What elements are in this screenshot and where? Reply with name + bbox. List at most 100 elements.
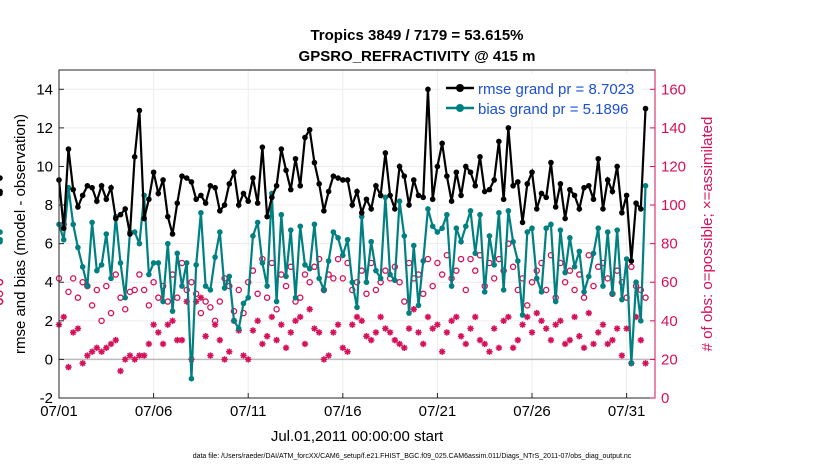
rmse-point (619, 209, 625, 216)
rmse-point (453, 169, 460, 176)
assimilated-obs-point (103, 344, 110, 352)
y-tick-label: -2 (40, 390, 53, 407)
y-tick-label: 12 (36, 120, 53, 137)
possible-obs-point (140, 286, 148, 294)
plot-background (59, 70, 655, 398)
assimilated-obs-point (642, 360, 649, 367)
rmse-point (108, 184, 114, 191)
rmse-point (340, 177, 346, 183)
bias-point (316, 275, 322, 282)
possible-obs-point (401, 298, 408, 305)
rmse-point (146, 196, 152, 203)
rmse-point (486, 186, 493, 193)
y-right-tick-label: 0 (661, 390, 669, 407)
y-right-tick-label: 100 (661, 197, 686, 214)
rmse-point (160, 177, 166, 183)
possible-obs-point (330, 275, 337, 282)
rmse-point (349, 202, 356, 208)
y-right-tick-label: 40 (661, 313, 678, 330)
bias-point (354, 304, 360, 311)
bias-point (212, 254, 218, 260)
rmse-point (330, 173, 337, 179)
assimilated-obs-point (98, 348, 105, 355)
rmse-point (533, 206, 540, 212)
possible-obs-point (339, 275, 347, 282)
bias-point (344, 236, 351, 243)
assimilated-obs-point (216, 336, 224, 344)
possible-obs-point (188, 278, 195, 286)
y-right-tick-label: 160 (661, 81, 686, 98)
rmse-point (84, 182, 91, 189)
possible-obs-point (628, 263, 635, 271)
rmse-point (439, 140, 445, 147)
assimilated-obs-point (386, 329, 394, 336)
y-tick-label: 8 (45, 197, 53, 214)
bias-point (273, 298, 280, 305)
possible-obs-point (65, 288, 72, 296)
rmse-point (188, 179, 195, 185)
legend-item-bias: bias grand pr = 5.1896 (446, 101, 629, 118)
bias-point (510, 238, 516, 245)
possible-obs-point (254, 290, 261, 298)
rmse-point (112, 215, 119, 222)
possible-obs-point (561, 278, 569, 286)
rmse-point (377, 192, 384, 199)
assimilated-obs-point (126, 352, 134, 359)
bias-point (567, 235, 573, 241)
assimilated-obs-point (136, 352, 143, 359)
assimilated-obs-point (330, 329, 337, 336)
assimilated-obs-point (448, 317, 455, 325)
assimilated-obs-point (410, 306, 417, 313)
assimilated-obs-point (367, 336, 375, 344)
rmse-point (131, 154, 138, 160)
x-axis: 07/01 07/06 07/11 07/16 07/21 07/26 07/31 (40, 393, 645, 420)
possible-obs-point (155, 294, 162, 301)
rmse-point (638, 206, 644, 212)
possible-obs-point (263, 294, 271, 301)
assimilated-obs-point (278, 321, 285, 328)
assimilated-obs-point (254, 317, 261, 325)
rmse-point (425, 86, 431, 93)
rmse-point (141, 215, 147, 222)
bias-point (179, 283, 185, 289)
bias-point (477, 211, 483, 218)
rmse-point (302, 134, 308, 141)
assimilated-obs-point (249, 327, 257, 334)
assimilated-obs-point (519, 321, 526, 328)
bias-point (70, 221, 76, 228)
rmse-point (548, 159, 554, 166)
assimilated-obs-point (476, 336, 484, 344)
assimilated-obs-point (595, 329, 602, 336)
possible-obs-point (509, 263, 517, 271)
possible-obs-point (524, 302, 531, 309)
assimilated-obs-point (571, 313, 578, 321)
possible-obs-point (282, 282, 290, 290)
rmse-point (429, 196, 436, 203)
x-tick-label: 07/26 (513, 403, 551, 420)
possible-obs-point (542, 286, 550, 294)
assimilated-obs-point (292, 317, 299, 325)
bias-point (169, 308, 176, 314)
possible-obs-point (79, 278, 86, 286)
possible-obs-point (472, 267, 479, 274)
rmse-point (448, 198, 455, 204)
possible-obs-point (202, 298, 209, 305)
possible-obs-point (528, 278, 536, 286)
rmse-point (202, 200, 209, 206)
bias-point (462, 223, 469, 230)
assimilated-obs-point (349, 321, 356, 328)
assimilated-obs-point (84, 352, 91, 359)
assimilated-obs-point (524, 313, 531, 321)
bias-point (221, 285, 228, 291)
bias-point (595, 225, 602, 232)
assimilated-obs-point (107, 340, 115, 348)
assimilated-obs-point (358, 317, 365, 325)
bias-point (335, 235, 341, 241)
bias-point (387, 271, 393, 278)
bias-point (538, 289, 545, 295)
bias-point (614, 227, 620, 233)
rmse-point (273, 182, 280, 189)
assimilated-obs-point (273, 336, 280, 344)
possible-obs-point (438, 271, 446, 278)
